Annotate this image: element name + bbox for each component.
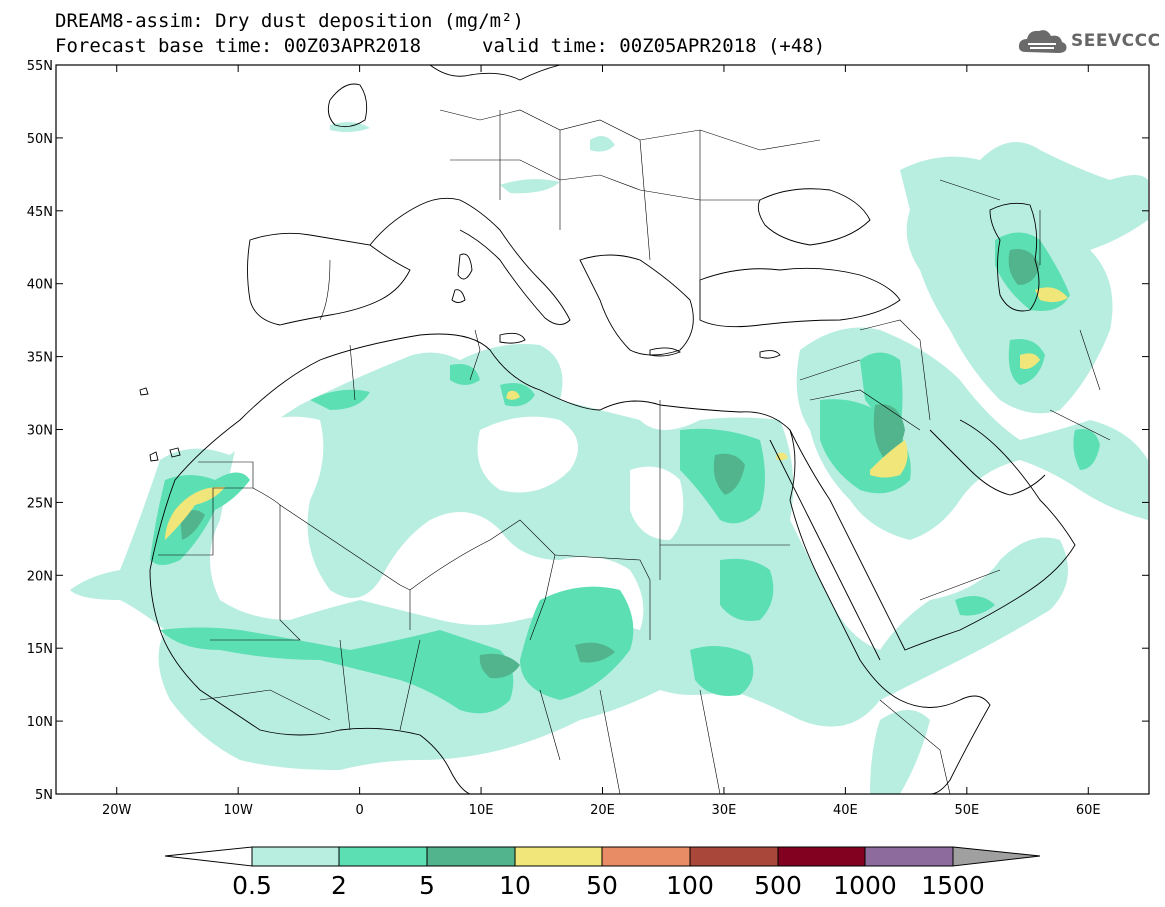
lon-tick-label: 0	[355, 803, 363, 818]
colorbar-segment-8	[865, 847, 953, 866]
logo-text: SEEVCCC	[1071, 31, 1161, 51]
lat-tick-label: 40N	[27, 278, 53, 293]
lon-tick-label: 50E	[954, 803, 979, 818]
forecast-base-time: Forecast base time: 00Z03APR2018	[55, 35, 422, 57]
colorbar-label: 10	[499, 871, 531, 900]
latitude-axis: 55N 50N 45N 40N 35N 30N 25N 20N 15N 10N 5N	[27, 59, 1149, 803]
colorbar-segment-2	[339, 847, 427, 866]
colorbar-label: 2	[331, 871, 347, 900]
colorbar-label: 1500	[921, 871, 985, 900]
lon-tick-label: 30E	[712, 803, 737, 818]
colorbar-segment-4	[515, 847, 602, 866]
lat-tick-label: 45N	[27, 205, 53, 220]
lat-tick-label: 20N	[27, 569, 53, 584]
colorbar-label: 500	[754, 871, 802, 900]
seevccc-logo: SEEVCCC	[1018, 26, 1160, 56]
deposition-level-light	[70, 122, 1148, 794]
colorbar-label: 5	[419, 871, 435, 900]
colorbar-segment-1	[252, 847, 339, 866]
borders	[158, 109, 1111, 794]
deposition-gaps	[210, 416, 684, 630]
deposition-level-dark	[180, 249, 1040, 679]
colorbar-low-arrow	[164, 846, 253, 867]
colorbar-segment-3	[427, 847, 515, 866]
colorbar-segment-6	[690, 847, 778, 866]
lon-tick-label: 20W	[102, 803, 132, 818]
lat-tick-label: 5N	[35, 788, 53, 803]
chart-title: DREAM8-assim: Dry dust deposition (mg/m²…	[55, 10, 524, 32]
lat-tick-label: 10N	[27, 715, 53, 730]
lat-tick-label: 50N	[27, 132, 53, 147]
longitude-axis: 20W 10W 0 10E 20E 30E 40E 50E 60E	[102, 65, 1101, 818]
lon-tick-label: 10E	[469, 803, 494, 818]
coastlines	[139, 65, 1076, 794]
lat-tick-label: 55N	[27, 59, 53, 74]
dust-deposition-field	[70, 122, 1148, 794]
colorbar-label: 50	[586, 871, 618, 900]
lat-tick-label: 15N	[27, 642, 53, 657]
colorbar: 0.5 2 5 10 50 100 500 1000 1500	[164, 846, 1041, 900]
lon-tick-label: 60E	[1076, 803, 1101, 818]
lat-tick-label: 35N	[27, 351, 53, 366]
cloud-icon	[1018, 30, 1067, 53]
lon-tick-label: 10W	[223, 803, 253, 818]
valid-time: valid time: 00Z05APR2018 (+48)	[482, 35, 826, 57]
lon-tick-label: 40E	[833, 803, 858, 818]
deposition-level-yellow	[165, 287, 1068, 540]
colorbar-high-arrow	[952, 846, 1041, 867]
colorbar-segment-5	[602, 847, 690, 866]
colorbar-label: 1000	[833, 871, 897, 900]
colorbar-label: 100	[666, 871, 714, 900]
lon-tick-label: 20E	[590, 803, 615, 818]
colorbar-label: 0.5	[232, 871, 272, 900]
lat-tick-label: 25N	[27, 496, 53, 511]
lat-tick-label: 30N	[27, 424, 53, 439]
colorbar-segment-7	[778, 847, 865, 866]
